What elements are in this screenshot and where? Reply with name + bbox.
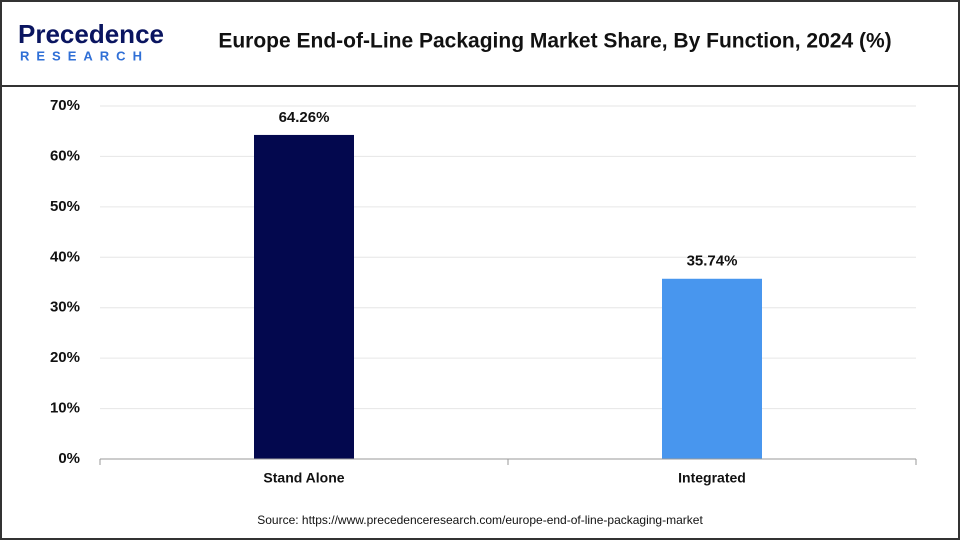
y-tick-label: 50% [50, 198, 80, 215]
y-tick-label: 20% [50, 349, 80, 366]
x-tick-label: Integrated [678, 470, 746, 486]
data-label: 35.74% [687, 253, 738, 270]
logo-name: Precedence [18, 19, 164, 49]
y-tick-label: 40% [50, 248, 80, 265]
bar [254, 134, 354, 460]
plot-area: 0% 10% 20% 30% 40% 50% 60% 70% Stand Alone 64.26%… [50, 97, 916, 486]
logo-tagline: RESEARCH [20, 48, 149, 63]
chart-title: Europe End-of-Line Packaging Market Shar… [218, 30, 891, 53]
bar [662, 278, 762, 459]
y-tick-label: 60% [50, 147, 80, 164]
x-tick-label: Stand Alone [263, 470, 344, 486]
source-note: Source: https://www.precedenceresearch.c… [257, 513, 703, 527]
data-label: 64.26% [279, 109, 330, 126]
y-tick-label: 70% [50, 97, 80, 114]
y-tick-label: 0% [58, 450, 80, 467]
y-tick-label: 10% [50, 400, 80, 417]
y-tick-label: 30% [50, 299, 80, 316]
